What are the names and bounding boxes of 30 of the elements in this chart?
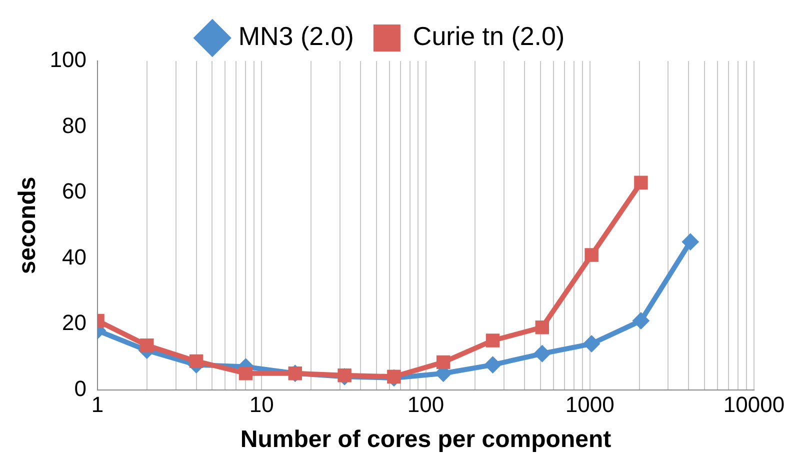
y-tick-label: 60 <box>62 178 87 204</box>
y-tick-label: 80 <box>62 112 87 138</box>
point <box>486 334 500 348</box>
x-tick-label: 10000 <box>723 392 785 418</box>
point <box>583 335 600 352</box>
x-tick-label: 1 <box>91 392 104 418</box>
legend-label: MN3 (2.0) <box>238 21 354 52</box>
legend-label: Curie tn (2.0) <box>412 21 565 52</box>
x-axis-title: Number of cores per component <box>240 426 612 454</box>
point <box>632 312 650 330</box>
point <box>534 345 551 362</box>
point <box>584 248 598 262</box>
point <box>238 366 253 380</box>
point <box>387 370 401 384</box>
x-tick-label: 10 <box>249 392 274 418</box>
y-tick-label: 100 <box>50 47 87 72</box>
y-axis-title: seconds <box>14 176 42 274</box>
y-tick-label: 20 <box>62 310 87 336</box>
point <box>140 338 154 352</box>
point <box>338 368 352 382</box>
y-tick-label: 40 <box>62 244 87 270</box>
y-tick-label: 0 <box>74 376 87 401</box>
point <box>535 320 550 334</box>
point <box>634 176 648 190</box>
x-tick-label: 100 <box>407 392 444 418</box>
point <box>189 354 204 368</box>
point <box>436 355 450 370</box>
x-tick-label: 1000 <box>565 392 614 418</box>
point <box>484 356 502 374</box>
point <box>682 233 699 250</box>
